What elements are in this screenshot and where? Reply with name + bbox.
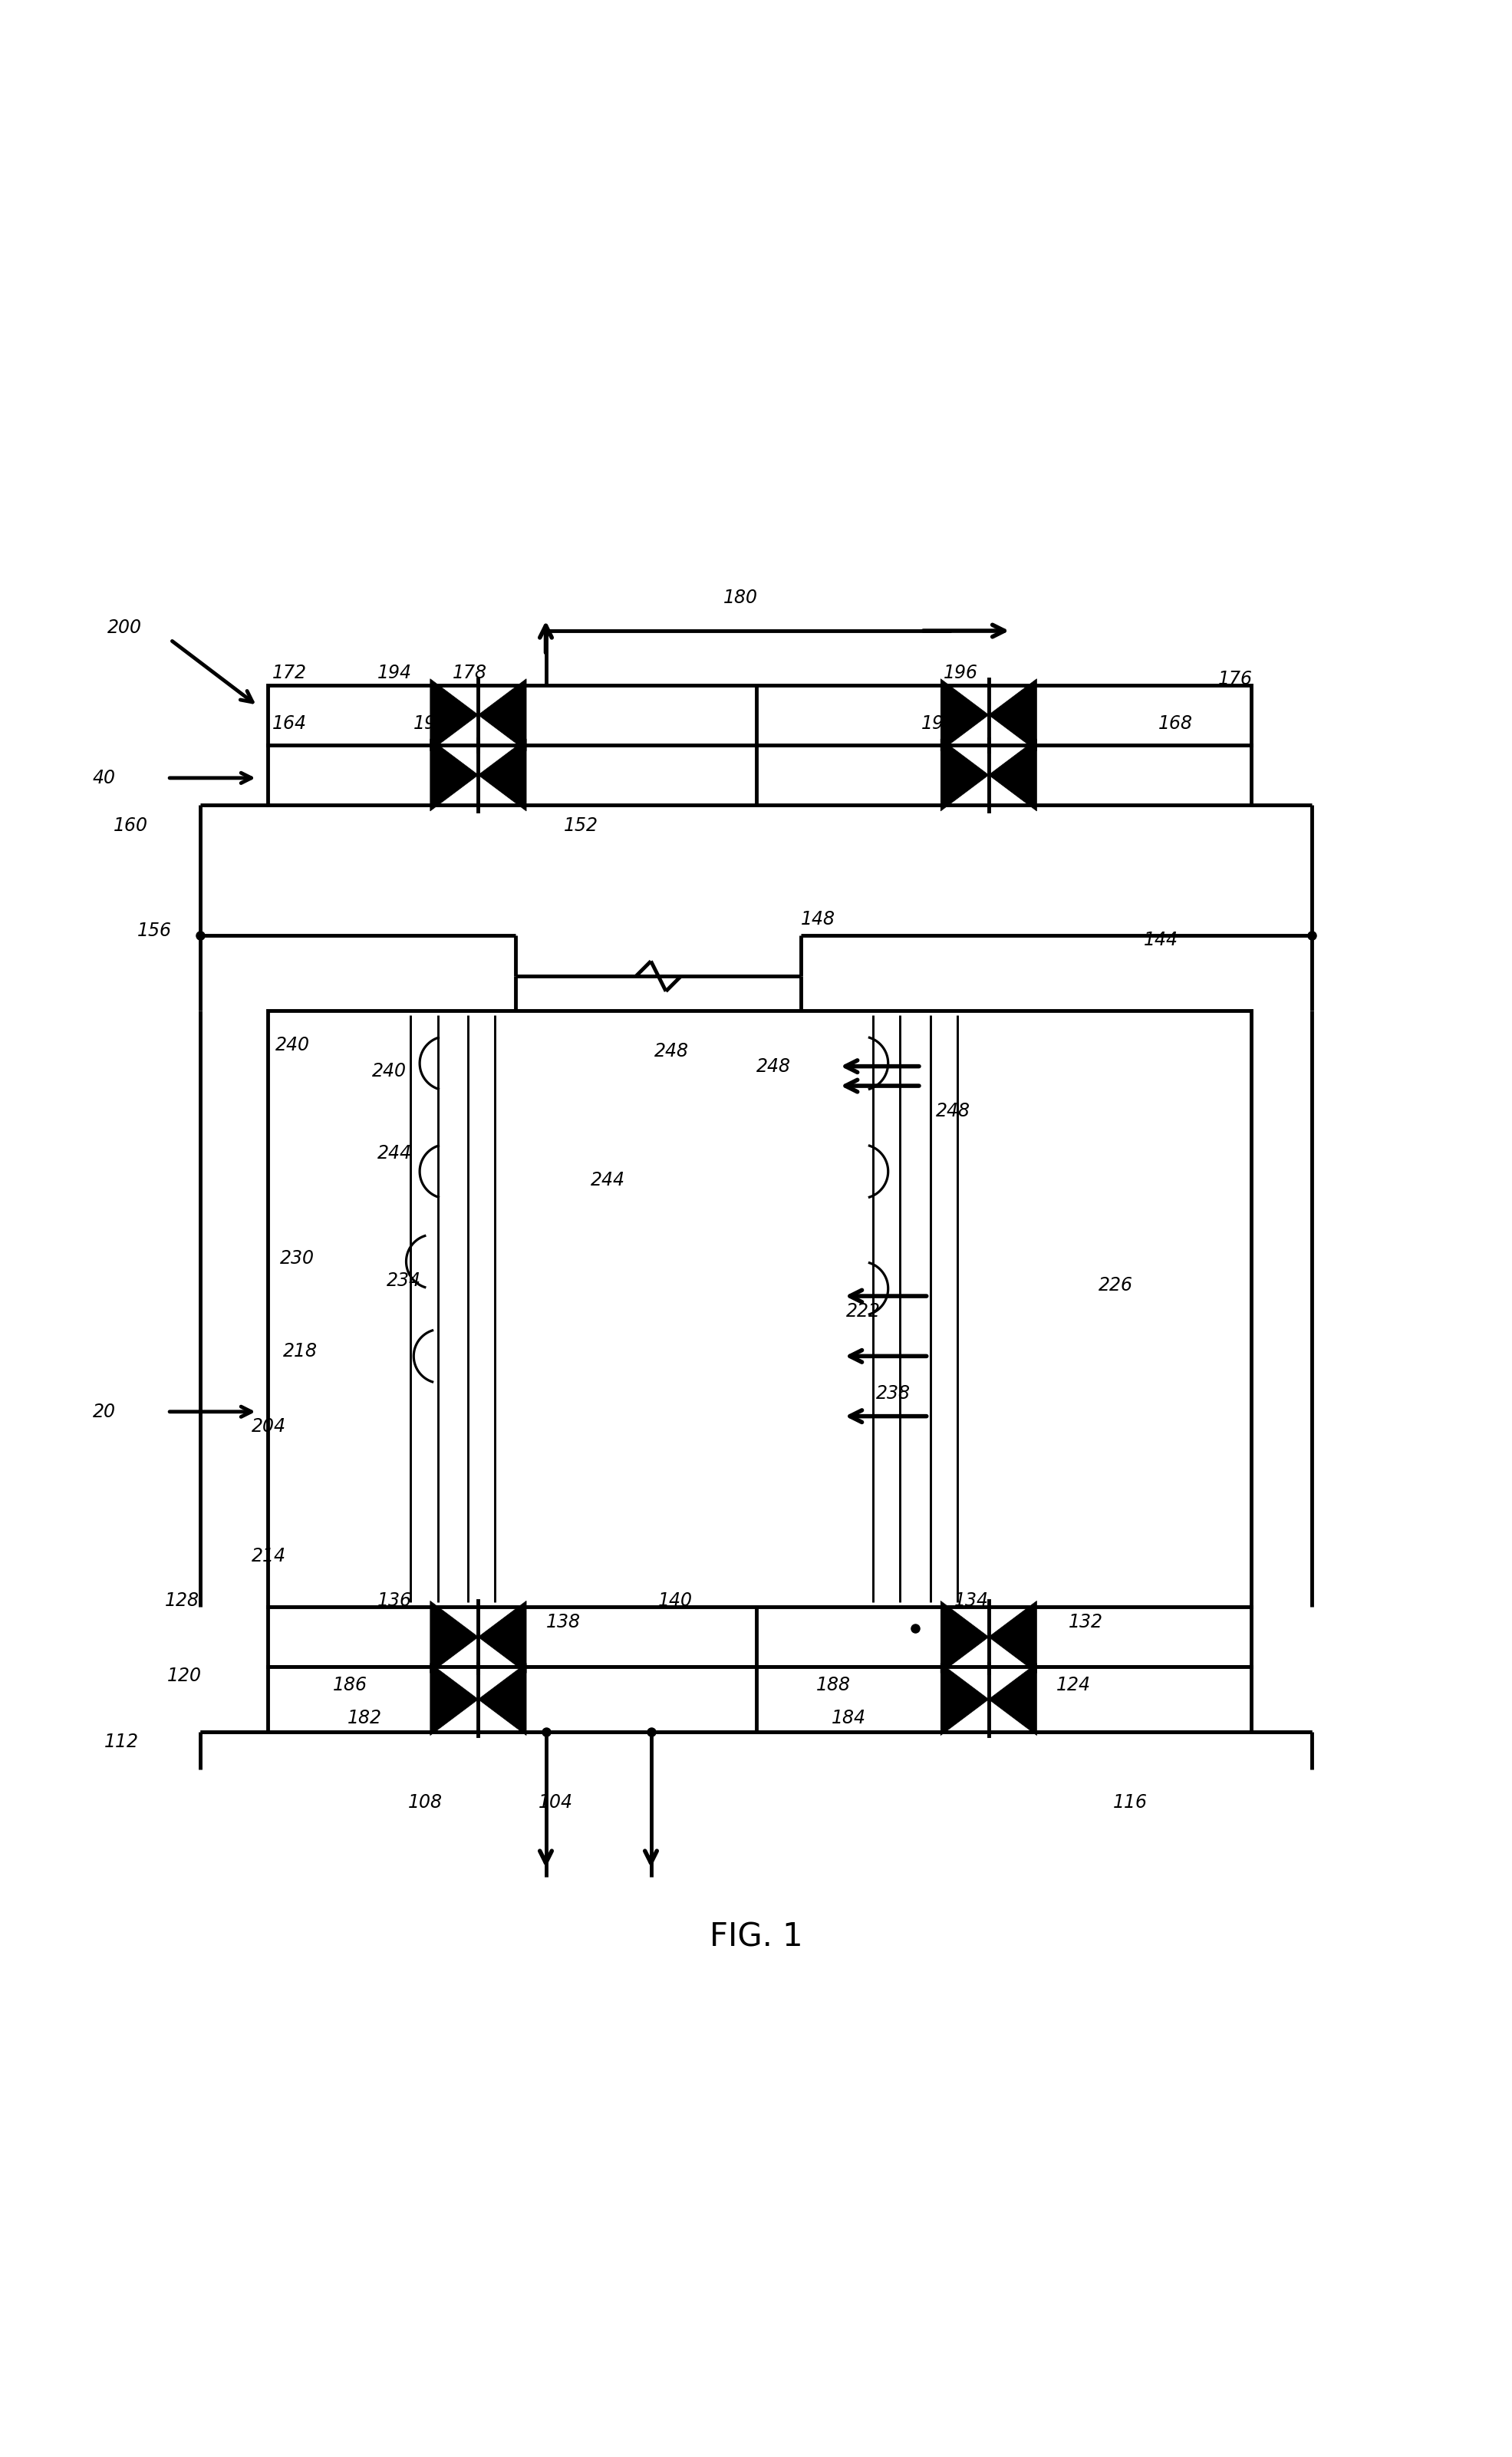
Text: 248: 248: [936, 1103, 971, 1120]
Text: 240: 240: [275, 1037, 310, 1054]
Text: 222: 222: [847, 1302, 880, 1319]
Text: 136: 136: [378, 1592, 413, 1609]
Polygon shape: [989, 740, 1037, 811]
Text: 200: 200: [107, 619, 142, 636]
Polygon shape: [989, 678, 1037, 752]
Polygon shape: [431, 1602, 478, 1673]
Text: 190: 190: [414, 715, 448, 732]
Text: 120: 120: [168, 1666, 203, 1686]
Text: 148: 148: [801, 909, 836, 929]
Text: 238: 238: [875, 1383, 910, 1403]
Text: 20: 20: [92, 1403, 115, 1420]
Text: 234: 234: [387, 1273, 422, 1290]
Text: 244: 244: [591, 1172, 626, 1189]
Text: 230: 230: [280, 1248, 314, 1268]
Text: 164: 164: [272, 715, 307, 732]
Bar: [268, 1666, 1252, 1732]
Polygon shape: [431, 1663, 478, 1735]
Polygon shape: [940, 1663, 989, 1735]
Text: 248: 248: [756, 1057, 791, 1076]
Text: 108: 108: [408, 1794, 442, 1811]
Text: 244: 244: [378, 1145, 413, 1162]
Polygon shape: [431, 740, 478, 811]
Text: 140: 140: [658, 1592, 692, 1609]
Text: 178: 178: [452, 663, 487, 683]
Text: 188: 188: [816, 1676, 851, 1695]
Text: 182: 182: [348, 1710, 383, 1727]
Polygon shape: [478, 1602, 526, 1673]
Text: 192: 192: [921, 715, 956, 732]
Text: 134: 134: [954, 1592, 989, 1609]
Text: 248: 248: [653, 1042, 688, 1061]
Text: 176: 176: [1219, 671, 1253, 688]
Polygon shape: [940, 678, 989, 752]
Polygon shape: [989, 1602, 1037, 1673]
Text: 132: 132: [1069, 1612, 1102, 1631]
Polygon shape: [940, 1602, 989, 1673]
Polygon shape: [478, 740, 526, 811]
Polygon shape: [478, 1663, 526, 1735]
Text: 172: 172: [272, 663, 307, 683]
Text: 116: 116: [1113, 1794, 1148, 1811]
Bar: [268, 1607, 1252, 1666]
Text: 112: 112: [104, 1732, 139, 1752]
Text: 194: 194: [378, 663, 413, 683]
Bar: [268, 744, 1252, 806]
Text: 240: 240: [372, 1061, 407, 1081]
Polygon shape: [478, 678, 526, 752]
Polygon shape: [940, 740, 989, 811]
Text: 218: 218: [283, 1342, 318, 1361]
Text: 160: 160: [113, 816, 148, 835]
Text: FIG. 1: FIG. 1: [709, 1921, 803, 1953]
Polygon shape: [989, 1663, 1037, 1735]
Text: 40: 40: [92, 769, 115, 786]
Text: 138: 138: [546, 1612, 581, 1631]
Text: 156: 156: [138, 921, 172, 941]
Polygon shape: [431, 678, 478, 752]
Text: 152: 152: [564, 816, 599, 835]
Text: 124: 124: [1057, 1676, 1090, 1695]
Text: 128: 128: [165, 1592, 200, 1609]
Text: 104: 104: [538, 1794, 573, 1811]
Text: 186: 186: [333, 1676, 367, 1695]
Text: 180: 180: [723, 590, 758, 607]
Text: 226: 226: [1098, 1275, 1132, 1295]
Text: 204: 204: [251, 1418, 286, 1435]
Text: 196: 196: [943, 663, 978, 683]
Text: 168: 168: [1158, 715, 1193, 732]
Text: 144: 144: [1143, 931, 1178, 948]
Bar: [268, 1010, 1252, 1607]
Text: 214: 214: [251, 1545, 286, 1565]
Bar: [268, 686, 1252, 744]
Text: 184: 184: [832, 1710, 865, 1727]
